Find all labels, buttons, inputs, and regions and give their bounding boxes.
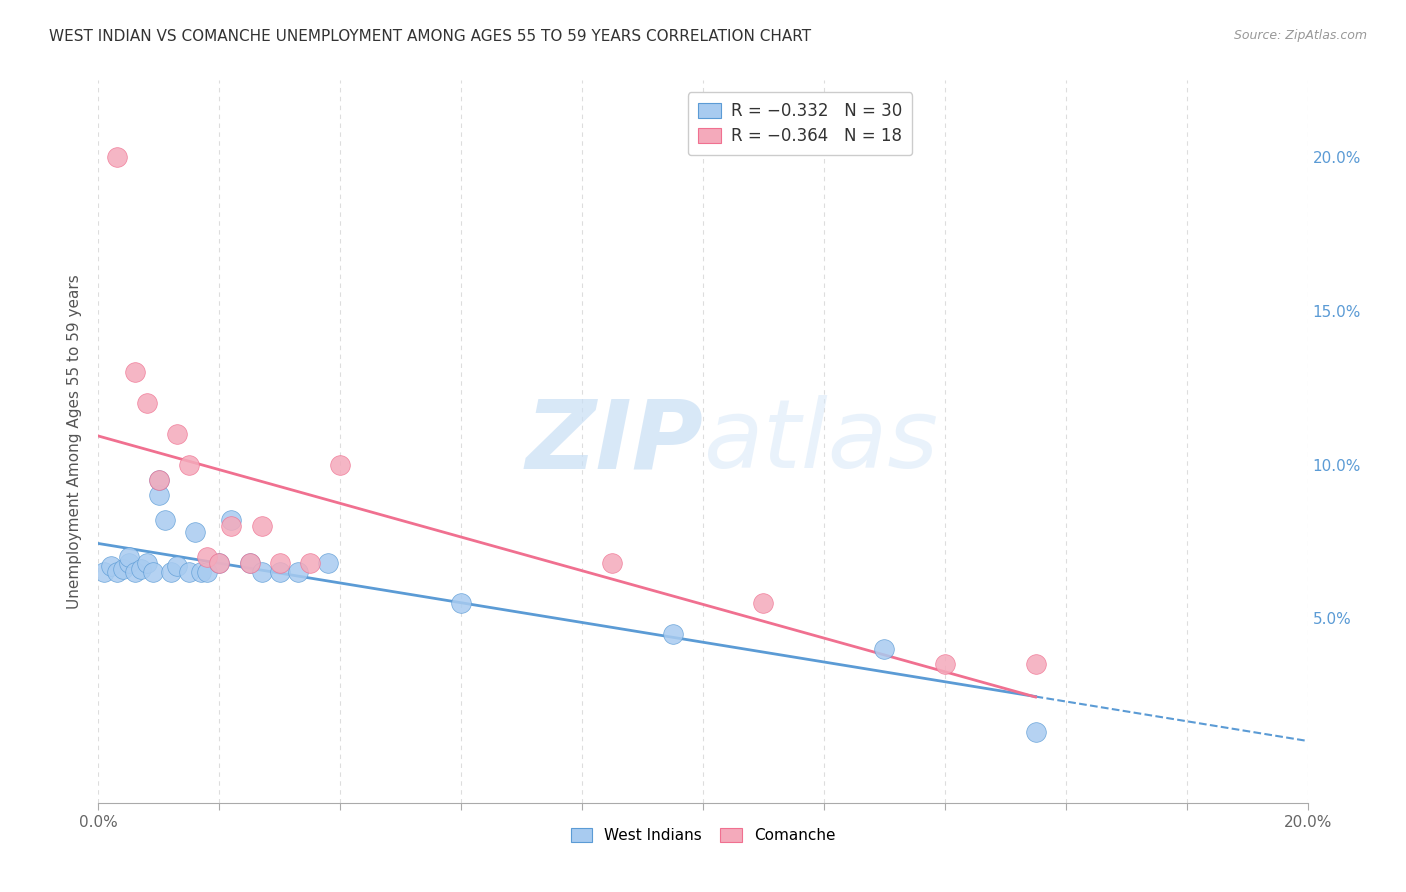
Point: [179, 565, 201, 579]
Point: [602, 556, 624, 570]
Point: [752, 596, 775, 610]
Point: [129, 562, 152, 576]
Point: [148, 473, 170, 487]
Point: [239, 556, 262, 570]
Text: ZIP: ZIP: [524, 395, 703, 488]
Point: [166, 426, 188, 441]
Point: [118, 549, 141, 564]
Point: [190, 565, 212, 579]
Point: [135, 396, 157, 410]
Point: [105, 150, 128, 164]
Point: [153, 513, 176, 527]
Point: [142, 565, 165, 579]
Point: [148, 488, 170, 502]
Point: [221, 513, 243, 527]
Point: [166, 559, 188, 574]
Point: [287, 565, 309, 579]
Point: [934, 657, 956, 672]
Point: [111, 562, 134, 576]
Point: [105, 565, 128, 579]
Point: [208, 556, 231, 570]
Point: [100, 559, 122, 574]
Y-axis label: Unemployment Among Ages 55 to 59 years: Unemployment Among Ages 55 to 59 years: [66, 274, 82, 609]
Point: [1024, 725, 1046, 739]
Point: [316, 556, 339, 570]
Point: [269, 556, 291, 570]
Point: [250, 519, 273, 533]
Point: [184, 525, 207, 540]
Point: [124, 365, 146, 379]
Point: [661, 626, 683, 640]
Point: [1024, 657, 1046, 672]
Point: [135, 556, 157, 570]
Point: [329, 458, 352, 472]
Point: [873, 642, 896, 657]
Point: [195, 549, 218, 564]
Legend: West Indians, Comanche: West Indians, Comanche: [564, 822, 842, 849]
Point: [250, 565, 273, 579]
Point: [93, 565, 115, 579]
Point: [239, 556, 262, 570]
Point: [160, 565, 183, 579]
Point: [299, 556, 322, 570]
Point: [124, 565, 146, 579]
Point: [208, 556, 231, 570]
Point: [118, 556, 141, 570]
Text: atlas: atlas: [703, 395, 938, 488]
Point: [450, 596, 472, 610]
Point: [269, 565, 291, 579]
Point: [179, 458, 201, 472]
Point: [221, 519, 243, 533]
Text: WEST INDIAN VS COMANCHE UNEMPLOYMENT AMONG AGES 55 TO 59 YEARS CORRELATION CHART: WEST INDIAN VS COMANCHE UNEMPLOYMENT AMO…: [49, 29, 811, 44]
Point: [148, 473, 170, 487]
Text: Source: ZipAtlas.com: Source: ZipAtlas.com: [1233, 29, 1367, 42]
Point: [195, 565, 218, 579]
